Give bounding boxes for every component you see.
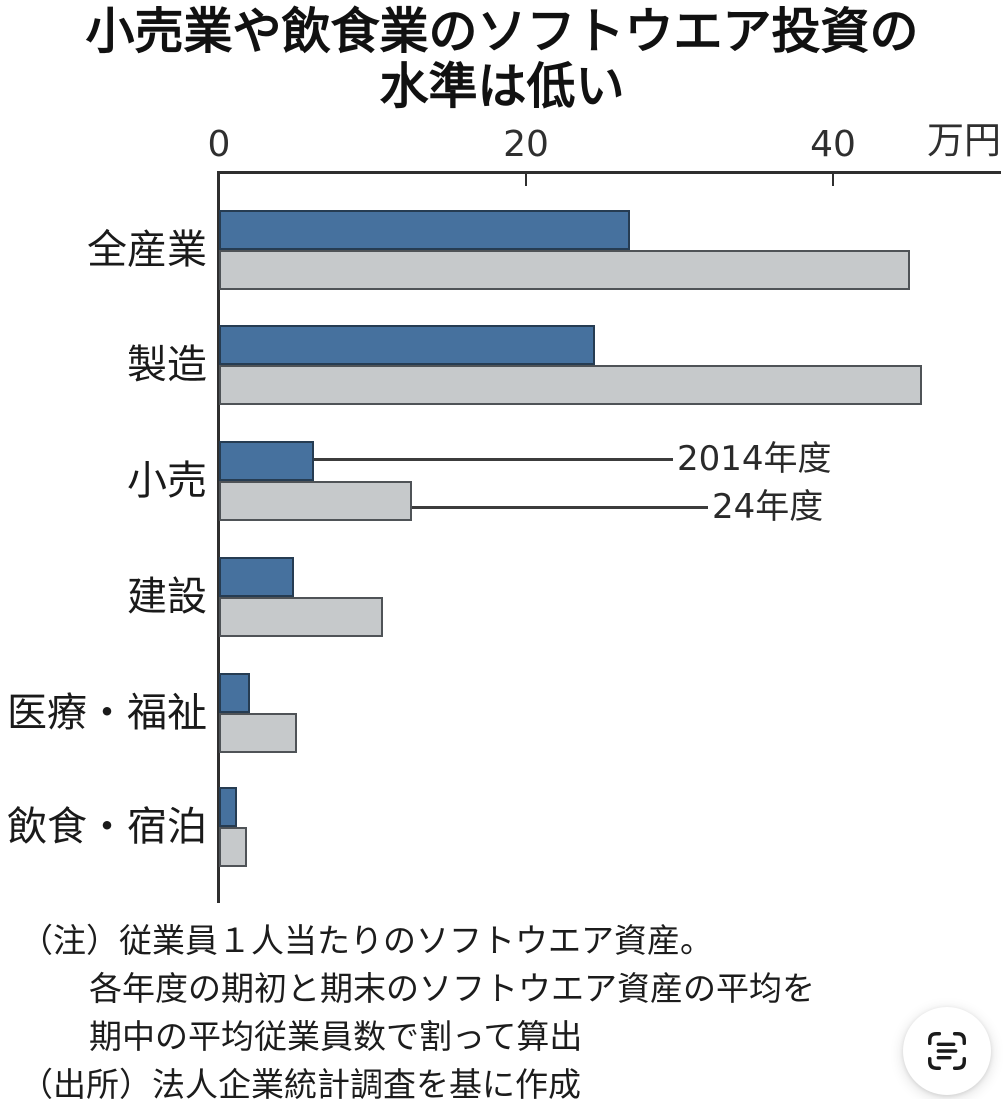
series-label-24: 24年度 bbox=[712, 487, 824, 527]
live-text-scan-icon bbox=[924, 1028, 970, 1074]
bar-2014 bbox=[219, 441, 314, 481]
x-tick-label: 0 bbox=[207, 124, 231, 165]
category-label: 製造 bbox=[127, 342, 207, 388]
category-label: 飲食・宿泊 bbox=[7, 804, 207, 850]
bar-24 bbox=[219, 481, 412, 521]
bar-2014 bbox=[219, 210, 630, 250]
category-label: 建設 bbox=[127, 574, 207, 620]
bar-2014 bbox=[219, 325, 595, 365]
note-line-2: 各年度の期初と期末のソフトウエア資産の平均を bbox=[89, 969, 815, 1008]
x-tick bbox=[525, 174, 527, 186]
bar-2014 bbox=[219, 673, 250, 713]
series-label-2014: 2014年度 bbox=[677, 439, 832, 479]
chart-title: 小売業や飲食業のソフトウエア投資の 水準は低い bbox=[0, 4, 1004, 114]
category-label: 小売 bbox=[127, 458, 207, 504]
bar-2014 bbox=[219, 787, 237, 827]
live-text-scan-button[interactable] bbox=[903, 1007, 991, 1095]
source-line: （出所）法人企業統計調査を基に作成 bbox=[20, 1065, 581, 1099]
bar-24 bbox=[219, 713, 297, 753]
leader-line-2014 bbox=[314, 458, 673, 461]
bar-24 bbox=[219, 597, 383, 637]
chart-title-line1: 小売業や飲食業のソフトウエア投資の bbox=[85, 3, 919, 60]
x-tick bbox=[832, 174, 834, 186]
x-tick-label: 40 bbox=[810, 124, 856, 165]
unit-label: 万円 bbox=[927, 119, 1001, 162]
category-label: 医療・福祉 bbox=[7, 690, 207, 736]
bar-24 bbox=[219, 365, 922, 405]
x-tick-label: 20 bbox=[503, 124, 549, 165]
note-line-1: （注）従業員１人当たりのソフトウエア資産。 bbox=[20, 921, 713, 960]
chart-title-line2: 水準は低い bbox=[379, 58, 625, 115]
leader-line-24 bbox=[412, 506, 708, 509]
bar-24 bbox=[219, 250, 910, 290]
x-axis-line bbox=[217, 171, 1001, 174]
y-axis-line bbox=[217, 171, 220, 903]
category-label: 全産業 bbox=[87, 227, 207, 273]
bar-2014 bbox=[219, 557, 294, 597]
bar-24 bbox=[219, 827, 247, 867]
note-line-3: 期中の平均従業員数で割って算出 bbox=[89, 1017, 583, 1056]
